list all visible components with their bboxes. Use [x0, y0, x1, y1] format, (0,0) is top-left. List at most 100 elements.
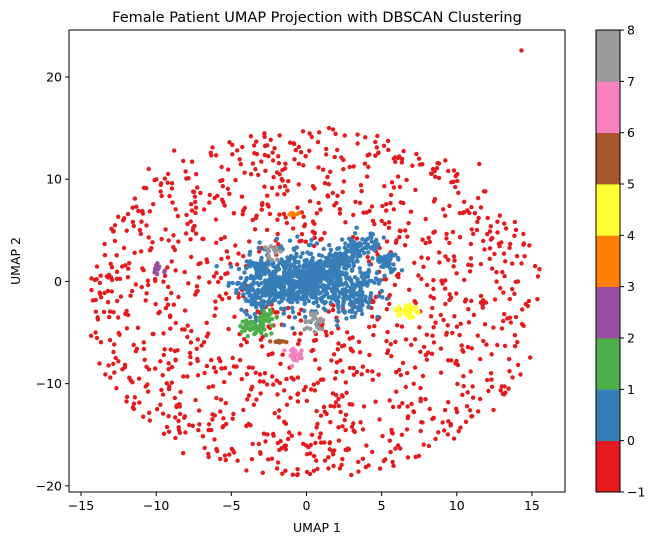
data-point	[324, 152, 329, 157]
data-point	[295, 234, 300, 239]
data-point	[139, 249, 144, 254]
data-point	[89, 276, 94, 281]
data-point	[321, 404, 327, 410]
data-point	[165, 180, 170, 185]
data-point	[305, 250, 310, 255]
data-point	[175, 348, 180, 353]
data-point	[446, 400, 451, 405]
data-point	[353, 244, 359, 249]
data-point	[206, 385, 211, 390]
colorbar-tick-label: 4	[627, 228, 635, 243]
data-point	[339, 270, 345, 275]
data-point	[288, 278, 293, 283]
data-point	[343, 380, 348, 385]
data-point	[458, 321, 463, 326]
data-point	[387, 261, 392, 266]
data-point	[411, 381, 416, 386]
data-point	[390, 431, 395, 436]
data-point	[304, 325, 310, 330]
data-point	[489, 384, 495, 389]
data-point	[133, 282, 138, 287]
data-point	[144, 223, 149, 228]
data-point	[261, 379, 266, 384]
data-point	[388, 342, 393, 347]
data-point	[404, 427, 410, 432]
data-point	[380, 433, 385, 439]
data-point	[130, 380, 135, 385]
data-point	[357, 200, 363, 206]
data-point	[139, 209, 145, 214]
data-point	[448, 295, 454, 300]
data-point	[470, 395, 476, 400]
data-point	[443, 286, 448, 291]
data-point	[512, 291, 517, 296]
data-point	[454, 358, 459, 364]
data-point	[334, 393, 339, 398]
data-point	[419, 255, 424, 260]
data-point	[478, 261, 484, 267]
data-point	[242, 309, 248, 315]
data-point	[202, 207, 207, 212]
data-point	[467, 210, 472, 216]
data-point	[315, 380, 320, 385]
data-point	[322, 181, 328, 186]
data-point	[413, 187, 418, 193]
data-point	[336, 305, 341, 310]
data-point	[168, 313, 173, 318]
data-point	[132, 395, 138, 400]
data-point	[441, 317, 446, 323]
data-point	[246, 298, 251, 303]
data-point	[286, 436, 291, 442]
data-point	[478, 293, 484, 299]
data-point	[497, 244, 502, 249]
data-point	[253, 296, 258, 302]
data-point	[335, 323, 340, 328]
data-point	[257, 275, 263, 280]
data-point	[254, 266, 259, 271]
data-point	[454, 271, 459, 276]
data-point	[369, 204, 375, 209]
data-point	[328, 169, 333, 174]
data-point	[391, 185, 397, 190]
data-point	[410, 163, 415, 168]
data-point	[242, 337, 247, 342]
data-point	[213, 299, 218, 304]
data-point	[188, 354, 193, 360]
data-point	[409, 306, 414, 311]
data-point	[313, 440, 318, 446]
data-point	[512, 233, 517, 238]
data-point	[336, 425, 341, 430]
data-point	[272, 290, 277, 295]
data-point	[285, 275, 290, 281]
data-point	[189, 159, 195, 164]
data-point	[277, 380, 283, 386]
data-point	[294, 245, 299, 250]
data-point	[370, 218, 376, 223]
data-point	[289, 433, 294, 438]
data-point	[247, 293, 252, 298]
data-point	[302, 301, 307, 306]
data-point	[278, 361, 283, 366]
data-point	[249, 319, 254, 325]
data-point	[456, 190, 461, 195]
data-point	[357, 350, 363, 355]
colorbar-segment	[596, 132, 620, 185]
data-point	[482, 247, 487, 252]
data-point	[398, 200, 403, 205]
data-point	[506, 386, 511, 391]
data-point	[115, 298, 120, 304]
data-point	[299, 232, 305, 237]
data-point	[350, 248, 356, 253]
data-point	[258, 258, 264, 263]
data-point	[130, 205, 135, 210]
data-point	[137, 400, 142, 405]
data-point	[285, 255, 290, 260]
data-point	[105, 288, 111, 294]
data-point	[248, 134, 254, 139]
data-point	[316, 291, 321, 296]
data-point	[466, 320, 472, 325]
data-point	[366, 164, 371, 170]
data-point	[283, 447, 288, 452]
data-point	[193, 397, 198, 403]
data-point	[362, 298, 368, 303]
